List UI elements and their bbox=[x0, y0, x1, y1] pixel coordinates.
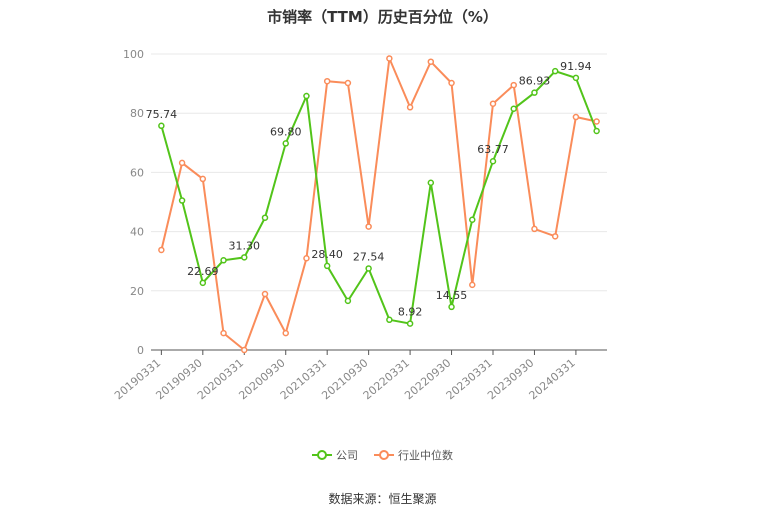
data-point bbox=[323, 262, 331, 270]
data-label: 14.55 bbox=[436, 289, 468, 302]
data-point bbox=[406, 320, 414, 327]
legend-item-industry[interactable]: 行业中位数 bbox=[374, 447, 453, 463]
data-label: 86.93 bbox=[519, 75, 551, 88]
data-point bbox=[531, 225, 538, 233]
y-axis-ticks: 0 20 40 60 80 100 bbox=[123, 48, 144, 357]
data-point bbox=[448, 303, 455, 311]
data-label: 63.77 bbox=[477, 143, 509, 156]
data-point bbox=[199, 175, 207, 183]
data-point bbox=[365, 223, 372, 230]
data-point bbox=[551, 67, 559, 75]
grid-lines bbox=[151, 53, 607, 292]
data-point bbox=[593, 127, 600, 135]
legend-item-company[interactable]: 公司 bbox=[312, 447, 358, 463]
data-point bbox=[323, 77, 331, 85]
y-tick-label: 0 bbox=[137, 344, 144, 357]
y-tick-label: 20 bbox=[130, 285, 144, 298]
data-point bbox=[261, 214, 269, 221]
data-point bbox=[489, 100, 497, 107]
data-point bbox=[510, 81, 517, 89]
data-source: 数据来源：恒生聚源 bbox=[328, 492, 437, 506]
data-label: 27.54 bbox=[353, 250, 385, 263]
y-tick-label: 80 bbox=[130, 107, 144, 120]
data-point bbox=[344, 297, 352, 305]
data-label: 69.80 bbox=[270, 125, 302, 138]
data-point bbox=[427, 58, 435, 65]
data-label: 75.74 bbox=[146, 108, 178, 121]
data-point bbox=[241, 346, 248, 354]
legend-company-label: 公司 bbox=[336, 449, 358, 462]
line-chart: 0 20 40 60 80 100 201903312019093020200331202… bbox=[112, 48, 607, 402]
data-point bbox=[199, 279, 207, 287]
series-points bbox=[158, 55, 600, 354]
y-tick-label: 100 bbox=[123, 48, 144, 61]
data-label: 31.30 bbox=[229, 239, 261, 252]
data-point bbox=[386, 316, 393, 324]
data-point bbox=[365, 265, 372, 272]
data-label: 22.69 bbox=[187, 265, 219, 278]
data-point bbox=[448, 79, 455, 87]
data-point bbox=[178, 159, 186, 167]
data-point bbox=[344, 79, 352, 87]
data-point bbox=[158, 122, 165, 130]
y-tick-label: 60 bbox=[130, 166, 144, 179]
data-point bbox=[303, 92, 310, 100]
data-point bbox=[220, 257, 227, 264]
data-point bbox=[241, 254, 248, 261]
y-tick-label: 40 bbox=[130, 226, 144, 239]
data-point bbox=[551, 233, 559, 240]
data-point bbox=[531, 89, 538, 96]
data-point bbox=[572, 113, 580, 121]
data-point bbox=[510, 105, 517, 113]
data-point bbox=[406, 104, 414, 111]
chart-title: 市销率（TTM）历史百分位（%） bbox=[267, 8, 498, 26]
data-point bbox=[469, 216, 476, 224]
data-point bbox=[593, 118, 600, 125]
data-point bbox=[427, 179, 435, 187]
data-point bbox=[178, 197, 186, 204]
series-line-1 bbox=[160, 54, 597, 352]
x-tick-label: 20240331 bbox=[527, 356, 578, 402]
data-label: 8.92 bbox=[398, 306, 423, 319]
data-label: 28.40 bbox=[311, 248, 343, 261]
data-point bbox=[158, 246, 165, 254]
data-point bbox=[261, 290, 269, 298]
data-point bbox=[303, 254, 310, 262]
data-point bbox=[489, 157, 497, 165]
legend: 公司 行业中位数 bbox=[0, 447, 765, 463]
legend-industry-icon bbox=[374, 450, 394, 460]
x-axis: 2019033120190930202003312020093020210331… bbox=[112, 349, 607, 402]
data-point bbox=[572, 74, 580, 82]
series-lines bbox=[160, 54, 598, 352]
data-point bbox=[282, 329, 289, 337]
legend-company-icon bbox=[312, 450, 332, 460]
data-labels: 75.74 22.69 31.30 69.80 28.40 27.54 8.92 14.55 6… bbox=[146, 60, 592, 319]
data-point bbox=[469, 281, 476, 289]
legend-industry-label: 行业中位数 bbox=[398, 449, 453, 462]
data-label: 91.94 bbox=[560, 60, 592, 73]
data-point bbox=[282, 140, 289, 147]
data-point bbox=[386, 55, 393, 62]
data-point bbox=[220, 329, 227, 337]
series-line-0 bbox=[160, 70, 598, 325]
